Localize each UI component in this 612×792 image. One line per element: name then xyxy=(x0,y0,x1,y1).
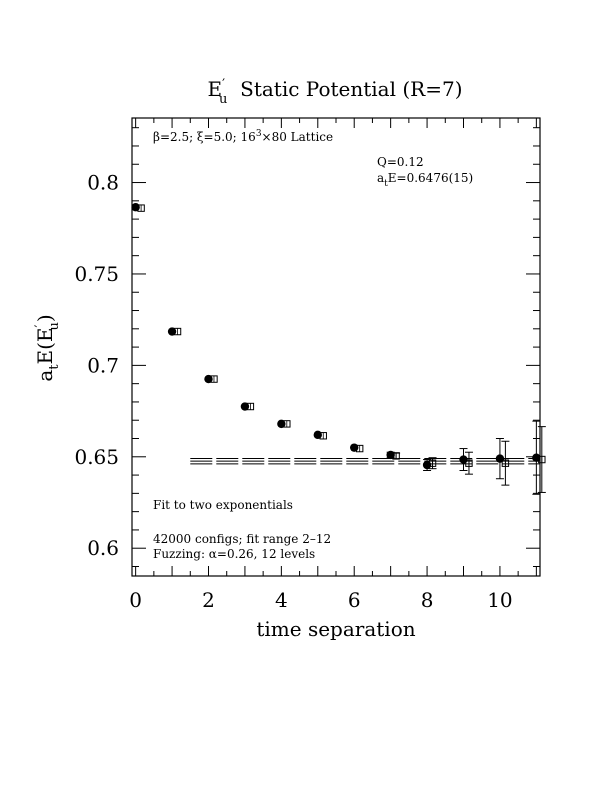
x-tick-label: 10 xyxy=(487,588,512,612)
q-annotation: Q=0.12 xyxy=(377,155,424,169)
data-point-circle xyxy=(350,443,359,452)
data-point-circle xyxy=(386,450,395,460)
fit-annotation: Fit to two exponentials xyxy=(153,498,293,512)
configs-annotation: 42000 configs; fit range 2–12 xyxy=(153,532,331,546)
y-tick-label: 0.8 xyxy=(87,171,119,195)
data-point-circle xyxy=(313,430,322,440)
fit-band xyxy=(190,457,540,465)
data-point-circle xyxy=(532,453,541,462)
data-point-circle xyxy=(422,460,432,470)
x-tick-label: 2 xyxy=(202,588,215,612)
x-tick-label: 4 xyxy=(275,588,288,612)
y-tick-label: 0.75 xyxy=(74,262,119,286)
y-tick-label: 0.6 xyxy=(87,536,119,560)
axis-tick-labels: 0 2 4 6 8 10 0.6 0.65 0.7 0.75 0.8 xyxy=(74,171,512,612)
y-axis-label: atE(E′u) xyxy=(33,314,62,381)
axis-ticks xyxy=(132,118,540,576)
data-points xyxy=(131,203,546,495)
y-tick-label: 0.65 xyxy=(74,445,119,469)
lattice-annotation: β=2.5; ξ=5.0; 163×80 Lattice xyxy=(153,129,333,144)
data-point-circle xyxy=(131,203,140,212)
x-axis-label: time separation xyxy=(256,617,415,641)
x-tick-label: 0 xyxy=(129,588,142,612)
x-tick-label: 8 xyxy=(421,588,434,612)
chart-title: E′ u Static Potential (R=7) xyxy=(207,77,462,107)
data-point-circle xyxy=(495,454,505,463)
energy-annotation: atE=0.6476(15) xyxy=(377,171,473,189)
y-tick-label: 0.7 xyxy=(87,353,119,377)
x-tick-label: 6 xyxy=(348,588,361,612)
fuzzing-annotation: Fuzzing: α=0.26, 12 levels xyxy=(153,547,315,561)
